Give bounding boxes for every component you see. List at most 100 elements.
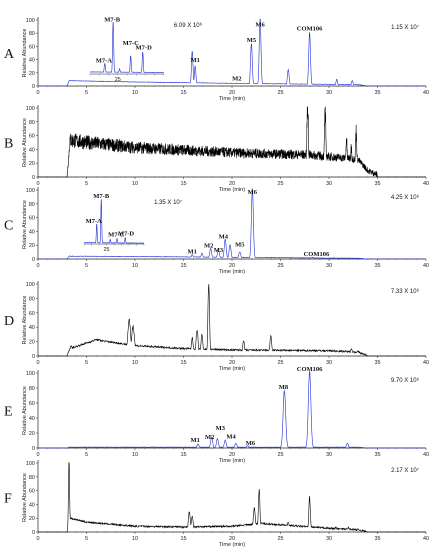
peak-label: M2 bbox=[232, 76, 241, 83]
y-tick-label: 0 bbox=[32, 84, 35, 90]
x-tick-label: 0 bbox=[36, 181, 39, 187]
y-tick-label: 60 bbox=[29, 401, 35, 407]
y-tick-label: 40 bbox=[29, 58, 35, 64]
panel-letter: E bbox=[4, 405, 13, 420]
x-tick-label: 15 bbox=[180, 452, 186, 458]
x-tick-label: 20 bbox=[229, 90, 235, 96]
y-tick-label: 80 bbox=[29, 120, 35, 126]
inset-peak-label: M7-A bbox=[96, 57, 113, 64]
chromatogram-trace bbox=[38, 284, 426, 357]
panel-letter: A bbox=[4, 47, 15, 62]
x-tick-label: 25 bbox=[277, 181, 283, 187]
y-axis-title: Relative Abundance bbox=[22, 296, 28, 345]
x-tick-label: 40 bbox=[423, 263, 429, 269]
x-tick-label: 40 bbox=[423, 360, 429, 366]
peak-label: M5 bbox=[247, 37, 257, 44]
x-tick-label: 20 bbox=[229, 181, 235, 187]
y-axis-title: Relative Abundance bbox=[22, 386, 28, 435]
y-axis-title: Relative Abundance bbox=[22, 118, 28, 167]
y-tick-label: 100 bbox=[26, 188, 35, 194]
x-tick-label: 25 bbox=[277, 536, 283, 542]
x-tick-label: 15 bbox=[180, 263, 186, 269]
y-tick-label: 80 bbox=[29, 296, 35, 302]
inset-x-tick-label: 25 bbox=[103, 247, 109, 253]
peak-label: M1 bbox=[190, 437, 199, 444]
y-tick-label: 100 bbox=[26, 106, 35, 112]
x-axis-title: Time (min) bbox=[219, 366, 245, 372]
y-tick-label: 60 bbox=[29, 489, 35, 495]
x-tick-label: 0 bbox=[36, 536, 39, 542]
y-tick-label: 80 bbox=[29, 386, 35, 392]
x-tick-label: 25 bbox=[277, 452, 283, 458]
x-tick-label: 10 bbox=[132, 90, 138, 96]
intensity-scale-label: 4.25 X 10⁶ bbox=[391, 194, 420, 201]
inset-peak-label: M7-A bbox=[86, 218, 103, 225]
chart-panel-d: 0 20 40 60 80 100 0 5 10 15 20 25 30 35 40 Time (min) Re… bbox=[4, 281, 429, 372]
inset-peak-label: M7-D bbox=[118, 231, 135, 238]
x-tick-label: 35 bbox=[374, 452, 380, 458]
x-tick-label: 15 bbox=[180, 90, 186, 96]
intensity-scale-label: 1.15 X 10⁷ bbox=[391, 24, 419, 31]
peak-label: M2 bbox=[204, 242, 213, 249]
y-tick-label: 40 bbox=[29, 502, 35, 508]
peak-label: COM106 bbox=[297, 26, 323, 33]
y-axis-title: Relative Abundance bbox=[22, 200, 28, 249]
x-tick-label: 5 bbox=[85, 90, 88, 96]
x-tick-label: 20 bbox=[229, 536, 235, 542]
x-tick-label: 40 bbox=[423, 181, 429, 187]
chromatogram-trace bbox=[38, 187, 426, 260]
chart-panel-a: 0 20 40 60 80 100 0 5 10 15 20 25 30 35 40 Time (min) Re… bbox=[4, 16, 429, 102]
x-tick-label: 5 bbox=[85, 360, 88, 366]
x-tick-label: 15 bbox=[180, 181, 186, 187]
x-tick-label: 10 bbox=[132, 263, 138, 269]
x-tick-label: 30 bbox=[326, 263, 332, 269]
peak-label: COM106 bbox=[304, 251, 330, 258]
inset-x-tick-label: 25 bbox=[115, 77, 121, 83]
inset-peak-label: M7-B bbox=[104, 16, 121, 23]
y-axis-title: Relative Abundance bbox=[22, 473, 28, 522]
y-tick-label: 0 bbox=[32, 446, 35, 452]
x-tick-label: 5 bbox=[85, 181, 88, 187]
x-axis-title: Time (min) bbox=[219, 542, 245, 548]
x-tick-label: 10 bbox=[132, 452, 138, 458]
x-tick-label: 30 bbox=[326, 452, 332, 458]
y-tick-label: 60 bbox=[29, 134, 35, 140]
y-tick-label: 40 bbox=[29, 325, 35, 331]
x-tick-label: 35 bbox=[374, 263, 380, 269]
y-tick-label: 20 bbox=[29, 243, 35, 249]
x-tick-label: 35 bbox=[374, 536, 380, 542]
y-tick-label: 20 bbox=[29, 161, 35, 167]
x-tick-label: 35 bbox=[374, 360, 380, 366]
inset-peak-label: M7-D bbox=[136, 45, 153, 52]
y-tick-label: 40 bbox=[29, 229, 35, 235]
x-tick-label: 15 bbox=[180, 536, 186, 542]
y-tick-label: 100 bbox=[26, 282, 35, 288]
x-tick-label: 30 bbox=[326, 90, 332, 96]
y-tick-label: 100 bbox=[26, 18, 35, 24]
peak-label: M2 bbox=[205, 434, 214, 441]
peak-label: COM106 bbox=[297, 366, 323, 373]
y-tick-label: 0 bbox=[32, 354, 35, 360]
y-tick-label: 100 bbox=[26, 371, 35, 377]
inset-zoom: 25 1.35 X 10⁷ M7-A M7-B M7-CM7-D bbox=[83, 193, 182, 253]
y-axis-title: Relative Abundance bbox=[22, 29, 28, 78]
peak-label: M6 bbox=[246, 440, 256, 447]
y-tick-label: 60 bbox=[29, 216, 35, 222]
peak-label: M8 bbox=[279, 384, 289, 391]
x-tick-label: 35 bbox=[374, 181, 380, 187]
chart-panel-c: 0 20 40 60 80 100 0 5 10 15 20 25 30 35 40 Time (min) Re… bbox=[4, 187, 429, 275]
peak-label: M6 bbox=[255, 22, 265, 29]
x-tick-label: 25 bbox=[277, 263, 283, 269]
x-tick-label: 25 bbox=[277, 90, 283, 96]
x-tick-label: 40 bbox=[423, 90, 429, 96]
panel-letter: F bbox=[4, 492, 12, 507]
chromatogram-trace bbox=[38, 462, 426, 533]
peak-label: M1 bbox=[188, 248, 197, 255]
x-tick-label: 15 bbox=[180, 360, 186, 366]
inset-peak-label: M7-C bbox=[123, 40, 140, 47]
peak-label: M5 bbox=[235, 242, 245, 249]
inset-scale-label: 6.09 X 10⁶ bbox=[174, 22, 203, 29]
